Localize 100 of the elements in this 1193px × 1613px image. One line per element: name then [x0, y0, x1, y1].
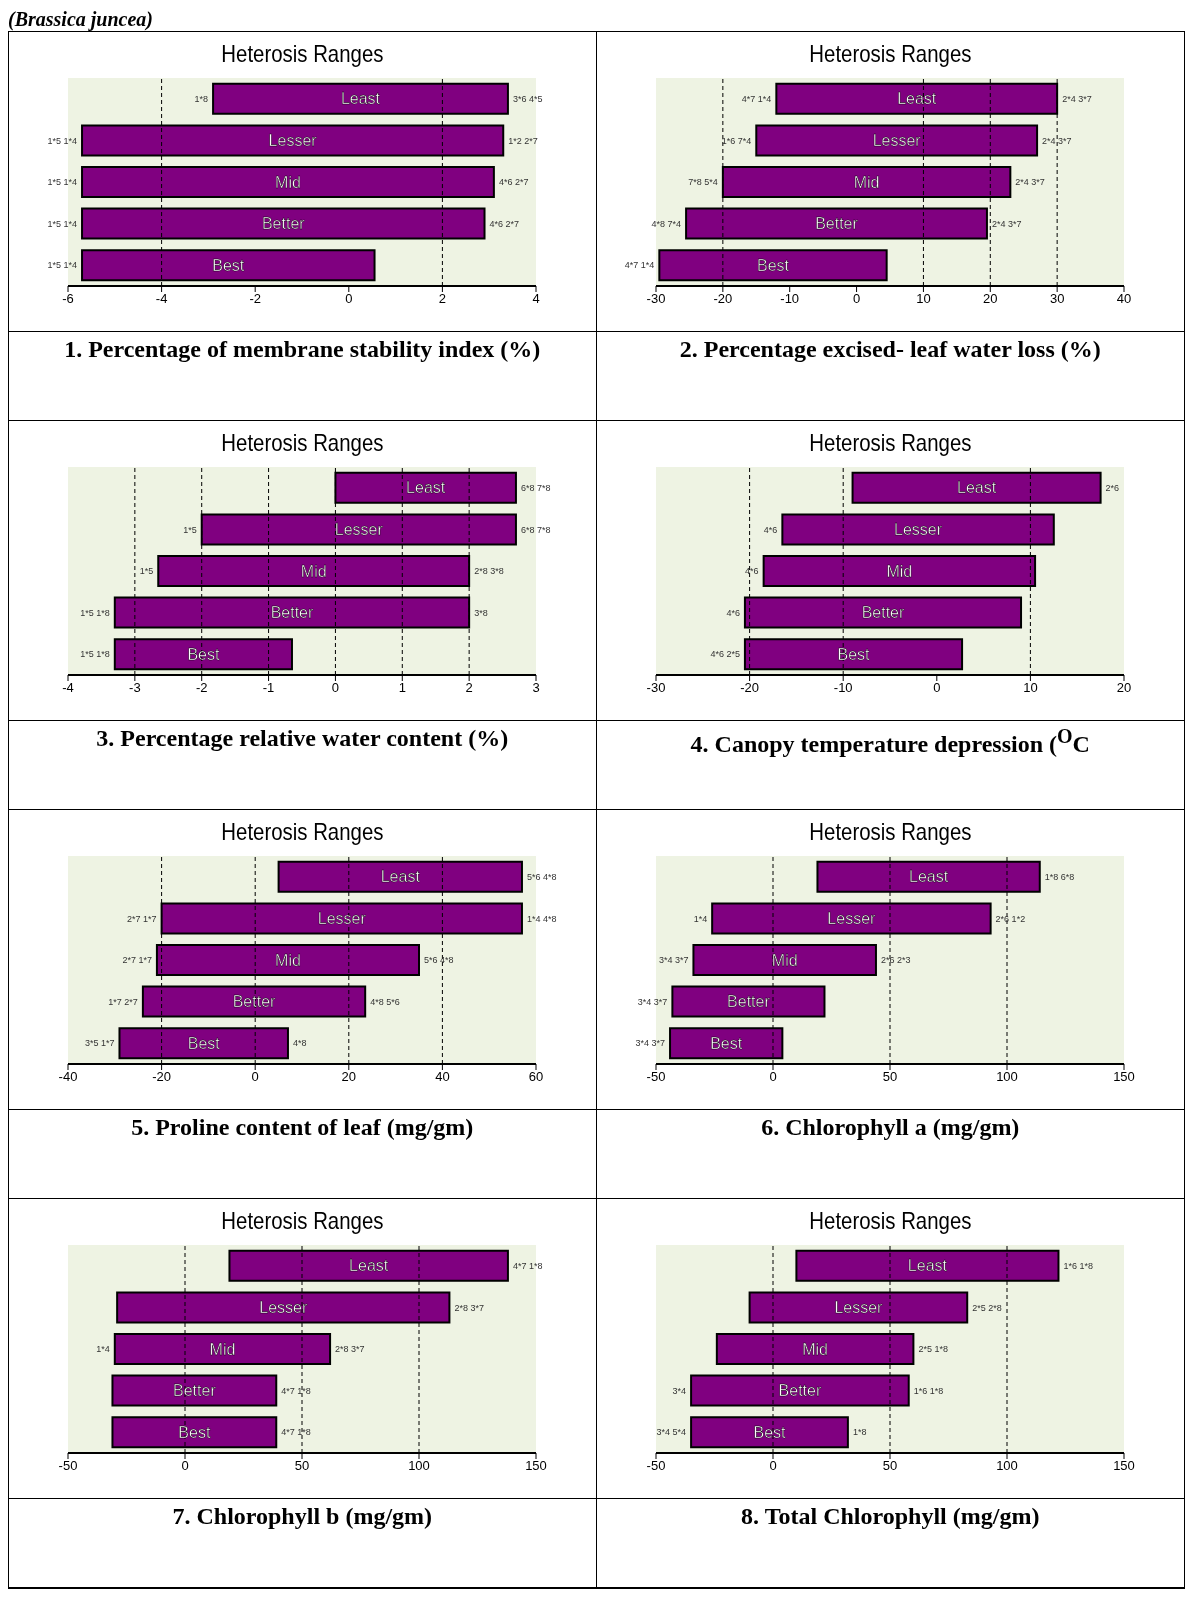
annotation: 2*7 1*7: [127, 913, 157, 924]
x-tick-label: 150: [1113, 1069, 1136, 1085]
y-tick-label: Best: [710, 1034, 744, 1052]
x-axis-title: 5. Proline content of leaf (mg/gm): [130, 1113, 475, 1142]
annotation: 2*4 3*7: [1062, 93, 1092, 104]
annotation: 3*5 1*7: [85, 1038, 115, 1049]
x-tick-label: -50: [646, 1069, 666, 1085]
y-tick-label: Mid: [802, 1340, 829, 1358]
annotation: 2*7 1*7: [122, 955, 153, 966]
x-axis-title: 1. Percentage of membrane stability index (%): [63, 335, 542, 364]
y-tick-label: Mid: [772, 951, 798, 969]
annotation: 5*6 4*8: [424, 955, 454, 966]
annotation: 2*4 3*7: [1015, 177, 1046, 188]
annotation: 4*6 2*5: [710, 649, 741, 660]
annotation: 6*8 7*8: [521, 482, 551, 493]
x-tick-label: -20: [740, 680, 760, 696]
x-tick-label: 150: [525, 1458, 548, 1474]
x-tick-label: 0: [181, 1458, 189, 1474]
annotation: 1*8 6*8: [1045, 871, 1075, 882]
x-tick-label: 0: [332, 680, 340, 696]
annotation: 4*6: [745, 566, 759, 577]
x-tick-label: 30: [1050, 291, 1065, 307]
chart-title: Heterosis Ranges: [221, 40, 384, 68]
x-tick-label: -50: [646, 1458, 666, 1474]
y-tick-label: Least: [349, 1257, 390, 1275]
annotation: 6*8 7*8: [521, 524, 551, 535]
annotation: 4*8 7*4: [651, 218, 682, 229]
y-tick-label: Better: [815, 215, 859, 233]
x-tick-label: -6: [62, 291, 75, 307]
annotation: 4*8: [293, 1038, 307, 1049]
x-tick-label: -4: [62, 680, 75, 696]
x-tick-label: 0: [853, 291, 861, 307]
x-tick-label: 0: [251, 1069, 260, 1085]
annotation: 2*6: [1105, 482, 1120, 493]
annotation: 1*5 1*8: [80, 607, 111, 618]
x-tick-label: 20: [341, 1069, 357, 1085]
chart-subtitle: (Brassica juncea): [8, 8, 154, 31]
annotation: 1*4 4*8: [527, 913, 557, 924]
annotation: 2*8 3*7: [335, 1344, 365, 1355]
annotation: 1*5: [183, 524, 197, 535]
y-tick-label: Lesser: [318, 909, 367, 927]
annotation: 4*6: [726, 607, 741, 618]
annotation: 1*6 7*4: [722, 135, 752, 146]
x-tick-label: 3: [532, 680, 540, 696]
annotation: 4*6 2*7: [489, 218, 520, 229]
annotation: 3*8: [474, 607, 488, 618]
y-tick-label: Best: [757, 256, 790, 274]
y-tick-label: Mid: [209, 1340, 236, 1358]
y-tick-label: Least: [908, 1257, 948, 1275]
y-tick-label: Better: [861, 604, 906, 622]
annotation: 4*7 1*4: [742, 93, 772, 104]
x-tick-label: -30: [646, 291, 666, 307]
chart-title: Heterosis Ranges: [221, 1207, 384, 1235]
x-tick-label: 2: [439, 291, 447, 307]
annotation: 1*2 2*7: [508, 135, 539, 146]
y-tick-label: Better: [727, 993, 771, 1011]
annotation: 4*7 1*8: [513, 1260, 543, 1271]
y-tick-label: Best: [212, 256, 246, 274]
x-tick-label: -10: [780, 291, 800, 307]
x-tick-label: 0: [933, 680, 941, 696]
annotation: 2*8 3*8: [474, 566, 504, 577]
annotation: 4*7 1*8: [281, 1385, 312, 1396]
x-tick-label: -1: [263, 680, 275, 696]
x-axis-title: 3. Percentage relative water content (%): [95, 724, 510, 753]
chart-title: Heterosis Ranges: [809, 1207, 972, 1235]
annotation: 1*5 1*4: [47, 260, 78, 271]
x-axis-title: 6. Chlorophyll a (mg/gm): [760, 1113, 1021, 1142]
annotation: 2*6 1*2: [995, 913, 1026, 924]
y-tick-label: Lesser: [872, 131, 922, 149]
annotation: 4*7 1*8: [281, 1427, 312, 1438]
y-tick-label: Mid: [853, 173, 880, 191]
y-tick-label: Better: [778, 1382, 823, 1400]
x-tick-label: 1: [398, 680, 407, 696]
annotation: 1*5 1*8: [80, 649, 111, 660]
y-tick-label: Best: [178, 1423, 212, 1441]
y-tick-label: Lesser: [259, 1298, 309, 1316]
y-tick-label: Least: [341, 90, 381, 108]
y-tick-label: Least: [380, 868, 421, 886]
x-tick-label: 100: [408, 1458, 431, 1474]
x-tick-label: 2: [465, 680, 474, 696]
y-tick-label: Lesser: [268, 131, 318, 149]
y-tick-label: Mid: [301, 562, 327, 580]
annotation: 4*6: [764, 524, 778, 535]
x-tick-label: 40: [435, 1069, 450, 1085]
chart-title: Heterosis Ranges: [221, 818, 384, 846]
chart-title: Heterosis Ranges: [221, 429, 384, 457]
y-tick-label: Best: [187, 1034, 221, 1052]
x-tick-label: 0: [345, 291, 353, 307]
x-tick-label: 50: [883, 1069, 898, 1085]
annotation: 2*4 3*7: [1042, 135, 1072, 146]
annotation: 1*5: [139, 566, 154, 577]
x-axis-title: 2. Percentage excised- leaf water loss (%): [678, 335, 1102, 364]
annotation: 4*8 5*6: [370, 996, 400, 1007]
x-tick-label: 10: [1023, 680, 1038, 696]
y-tick-label: Least: [406, 479, 447, 497]
y-tick-label: Lesser: [827, 909, 877, 927]
annotation: 2*6 2*3: [881, 955, 911, 966]
annotation: 1*4: [96, 1344, 111, 1355]
x-tick-label: -30: [646, 680, 666, 696]
y-tick-label: Least: [909, 868, 949, 886]
